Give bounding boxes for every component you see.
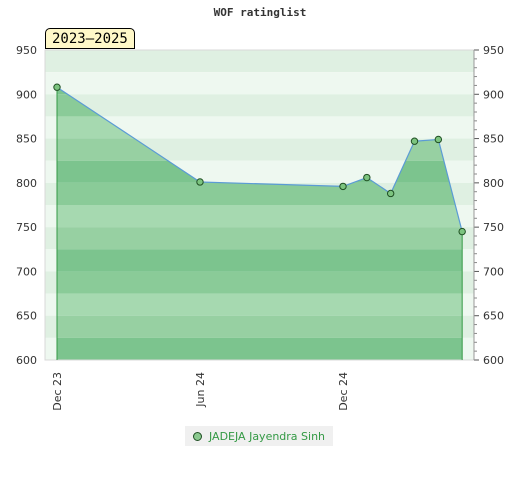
y-tick-label-right: 650 (483, 310, 504, 323)
y-tick-label-left: 750 (16, 221, 37, 234)
x-tick-label: Dec 24 (337, 372, 350, 411)
area-fill-band (57, 315, 463, 338)
data-point (386, 189, 395, 198)
y-tick-label-left: 650 (16, 310, 37, 323)
x-tick-label: Jun 24 (194, 372, 207, 408)
period-badge: 2023–2025 (45, 28, 135, 49)
y-tick-label-right: 700 (483, 265, 504, 278)
y-tick-label-left: 800 (16, 177, 37, 190)
data-point (410, 137, 419, 145)
y-tick-label-left: 950 (16, 44, 37, 57)
area-fill-band (57, 249, 463, 272)
chart-title: WOF ratinglist (213, 6, 307, 19)
background-band (45, 94, 474, 117)
data-point (458, 227, 466, 236)
area-fill-band (57, 205, 463, 228)
y-tick-label-left: 900 (16, 88, 37, 101)
area-fill-band (57, 227, 463, 250)
area-fill-band (57, 182, 463, 205)
data-point (196, 178, 204, 186)
area-fill-band (57, 293, 463, 316)
data-point (434, 135, 443, 144)
data-point (363, 173, 371, 182)
y-tick-label-left: 700 (16, 265, 37, 278)
background-band (45, 72, 474, 95)
x-tick-label: Dec 23 (51, 372, 64, 411)
y-tick-label-right: 800 (483, 177, 504, 190)
y-tick-label-right: 600 (483, 354, 504, 367)
data-point (53, 83, 61, 91)
y-tick-label-right: 850 (483, 133, 504, 146)
data-point (339, 182, 347, 191)
y-tick-label-right: 950 (483, 44, 504, 57)
series-line (56, 86, 463, 232)
y-tick-label-right: 900 (483, 88, 504, 101)
legend[interactable]: JADEJA Jayendra Sinh (185, 426, 334, 446)
y-tick-label-left: 850 (16, 133, 37, 146)
area-fill-band (57, 271, 463, 294)
y-tick-label-right: 750 (483, 221, 504, 234)
legend-label: JADEJA Jayendra Sinh (209, 429, 326, 443)
background-band (45, 50, 474, 73)
background-band (45, 116, 474, 139)
area-fill-band (57, 337, 463, 360)
legend-marker-icon (193, 431, 202, 441)
y-tick-label-left: 600 (16, 354, 37, 367)
